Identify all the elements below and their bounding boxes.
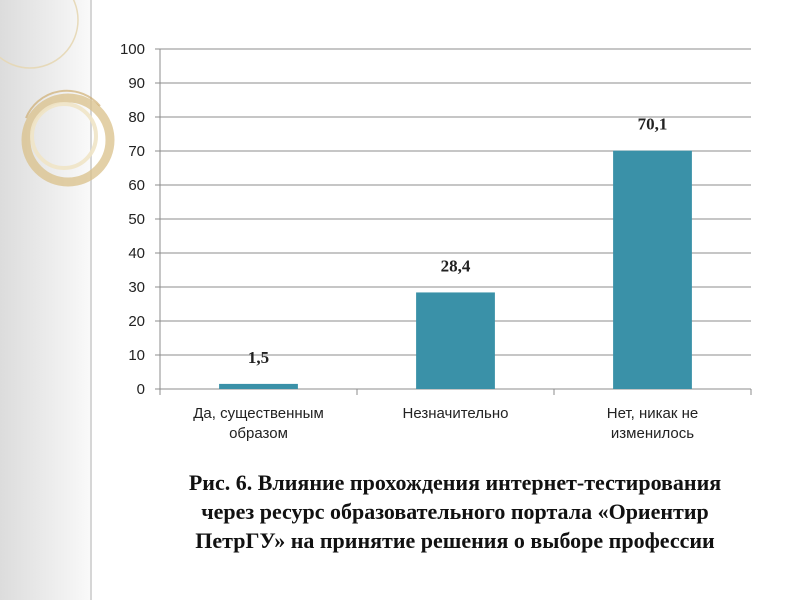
bar xyxy=(416,292,495,389)
bar xyxy=(613,150,692,389)
bars xyxy=(219,150,692,389)
data-label: 1,5 xyxy=(248,348,269,367)
data-label: 70,1 xyxy=(638,115,668,134)
y-tick-label: 70 xyxy=(128,143,145,160)
x-category-label: образом xyxy=(229,425,288,442)
y-tick-label: 50 xyxy=(128,211,145,228)
labels: 0 10 20 30 40 50 60 70 80 90 100 1,5 Да, существенны… xyxy=(120,41,698,442)
figure-caption: Рис. 6. Влияние прохождения интернет-тес… xyxy=(95,468,800,555)
bar xyxy=(219,383,298,389)
y-tick-label: 0 xyxy=(137,381,145,398)
x-category-label: Нет, никак не xyxy=(607,405,698,422)
caption-line: ПетрГУ» на принятие решения о выборе про… xyxy=(195,528,715,553)
x-category-label: Незначительно xyxy=(403,405,509,422)
y-tick-label: 60 xyxy=(128,177,145,194)
y-tick-label: 40 xyxy=(128,245,145,262)
y-tick-label: 90 xyxy=(128,75,145,92)
caption-line: Рис. 6. Влияние прохождения интернет-тес… xyxy=(188,470,722,495)
decorative-rings-icon xyxy=(0,0,115,187)
y-tick-label: 100 xyxy=(120,41,145,58)
y-tick-label: 10 xyxy=(128,347,145,364)
caption-line: через ресурс образовательного портала «О… xyxy=(201,499,709,524)
x-category-label: изменилось xyxy=(611,425,694,442)
data-label: 28,4 xyxy=(441,256,471,275)
y-tick-label: 20 xyxy=(128,313,145,330)
y-tick-label: 80 xyxy=(128,109,145,126)
x-category-label: Да, существенным xyxy=(193,405,324,422)
y-tick-label: 30 xyxy=(128,279,145,296)
